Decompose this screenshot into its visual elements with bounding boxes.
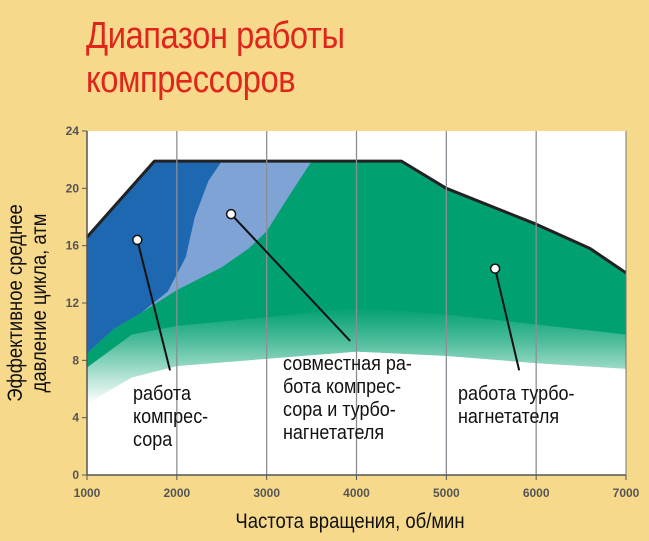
y-tick-label: 24 [66,124,80,138]
x-tick-label: 4000 [343,486,370,500]
y-axis-label-line-2: давление цикла, атм [28,214,51,393]
x-axis-label: Частота вращения, об/мин [235,510,464,533]
annotation-label: нагнетателя [458,406,559,428]
title-line-2: компрессоров [86,59,296,101]
y-axis-label-line-1: Эффективное среднее [4,204,27,402]
annotation-dot [489,263,501,274]
leader-line [230,213,351,342]
x-tick-label: 3000 [253,486,280,500]
leader-line [136,239,171,371]
annotation-label: бота компрес- [283,376,401,398]
x-tick-label: 6000 [523,486,550,500]
y-tick-label: 0 [72,468,79,482]
region-compressor [87,161,222,354]
annotation-label: компрес- [133,406,208,428]
annotation-label: работа турбо- [458,383,575,405]
y-tick-label: 8 [72,353,79,367]
annotation-label: работа [133,383,191,405]
annotation-dot [132,234,143,246]
x-tick-label: 2000 [163,486,190,500]
title-line-1: Диапазон работы [86,15,345,57]
y-tick-label: 12 [66,296,80,310]
x-tick-label: 7000 [613,486,640,500]
fade-band [87,307,626,404]
annotation-label: нагнетателя [283,422,384,444]
y-tick-label: 4 [72,411,79,425]
y-tick-label: 16 [66,239,80,253]
annotation-label: сора и турбо- [283,399,396,421]
annotation-dot [225,208,237,220]
annotation-label: совместная ра- [283,353,412,375]
annotation-label: сора [133,429,173,451]
x-tick-label: 5000 [433,486,460,500]
leader-line [494,268,521,371]
x-tick-label: 1000 [74,486,101,500]
y-tick-label: 20 [66,181,80,195]
chart-title: Диапазон работы компрессоров [86,14,345,102]
